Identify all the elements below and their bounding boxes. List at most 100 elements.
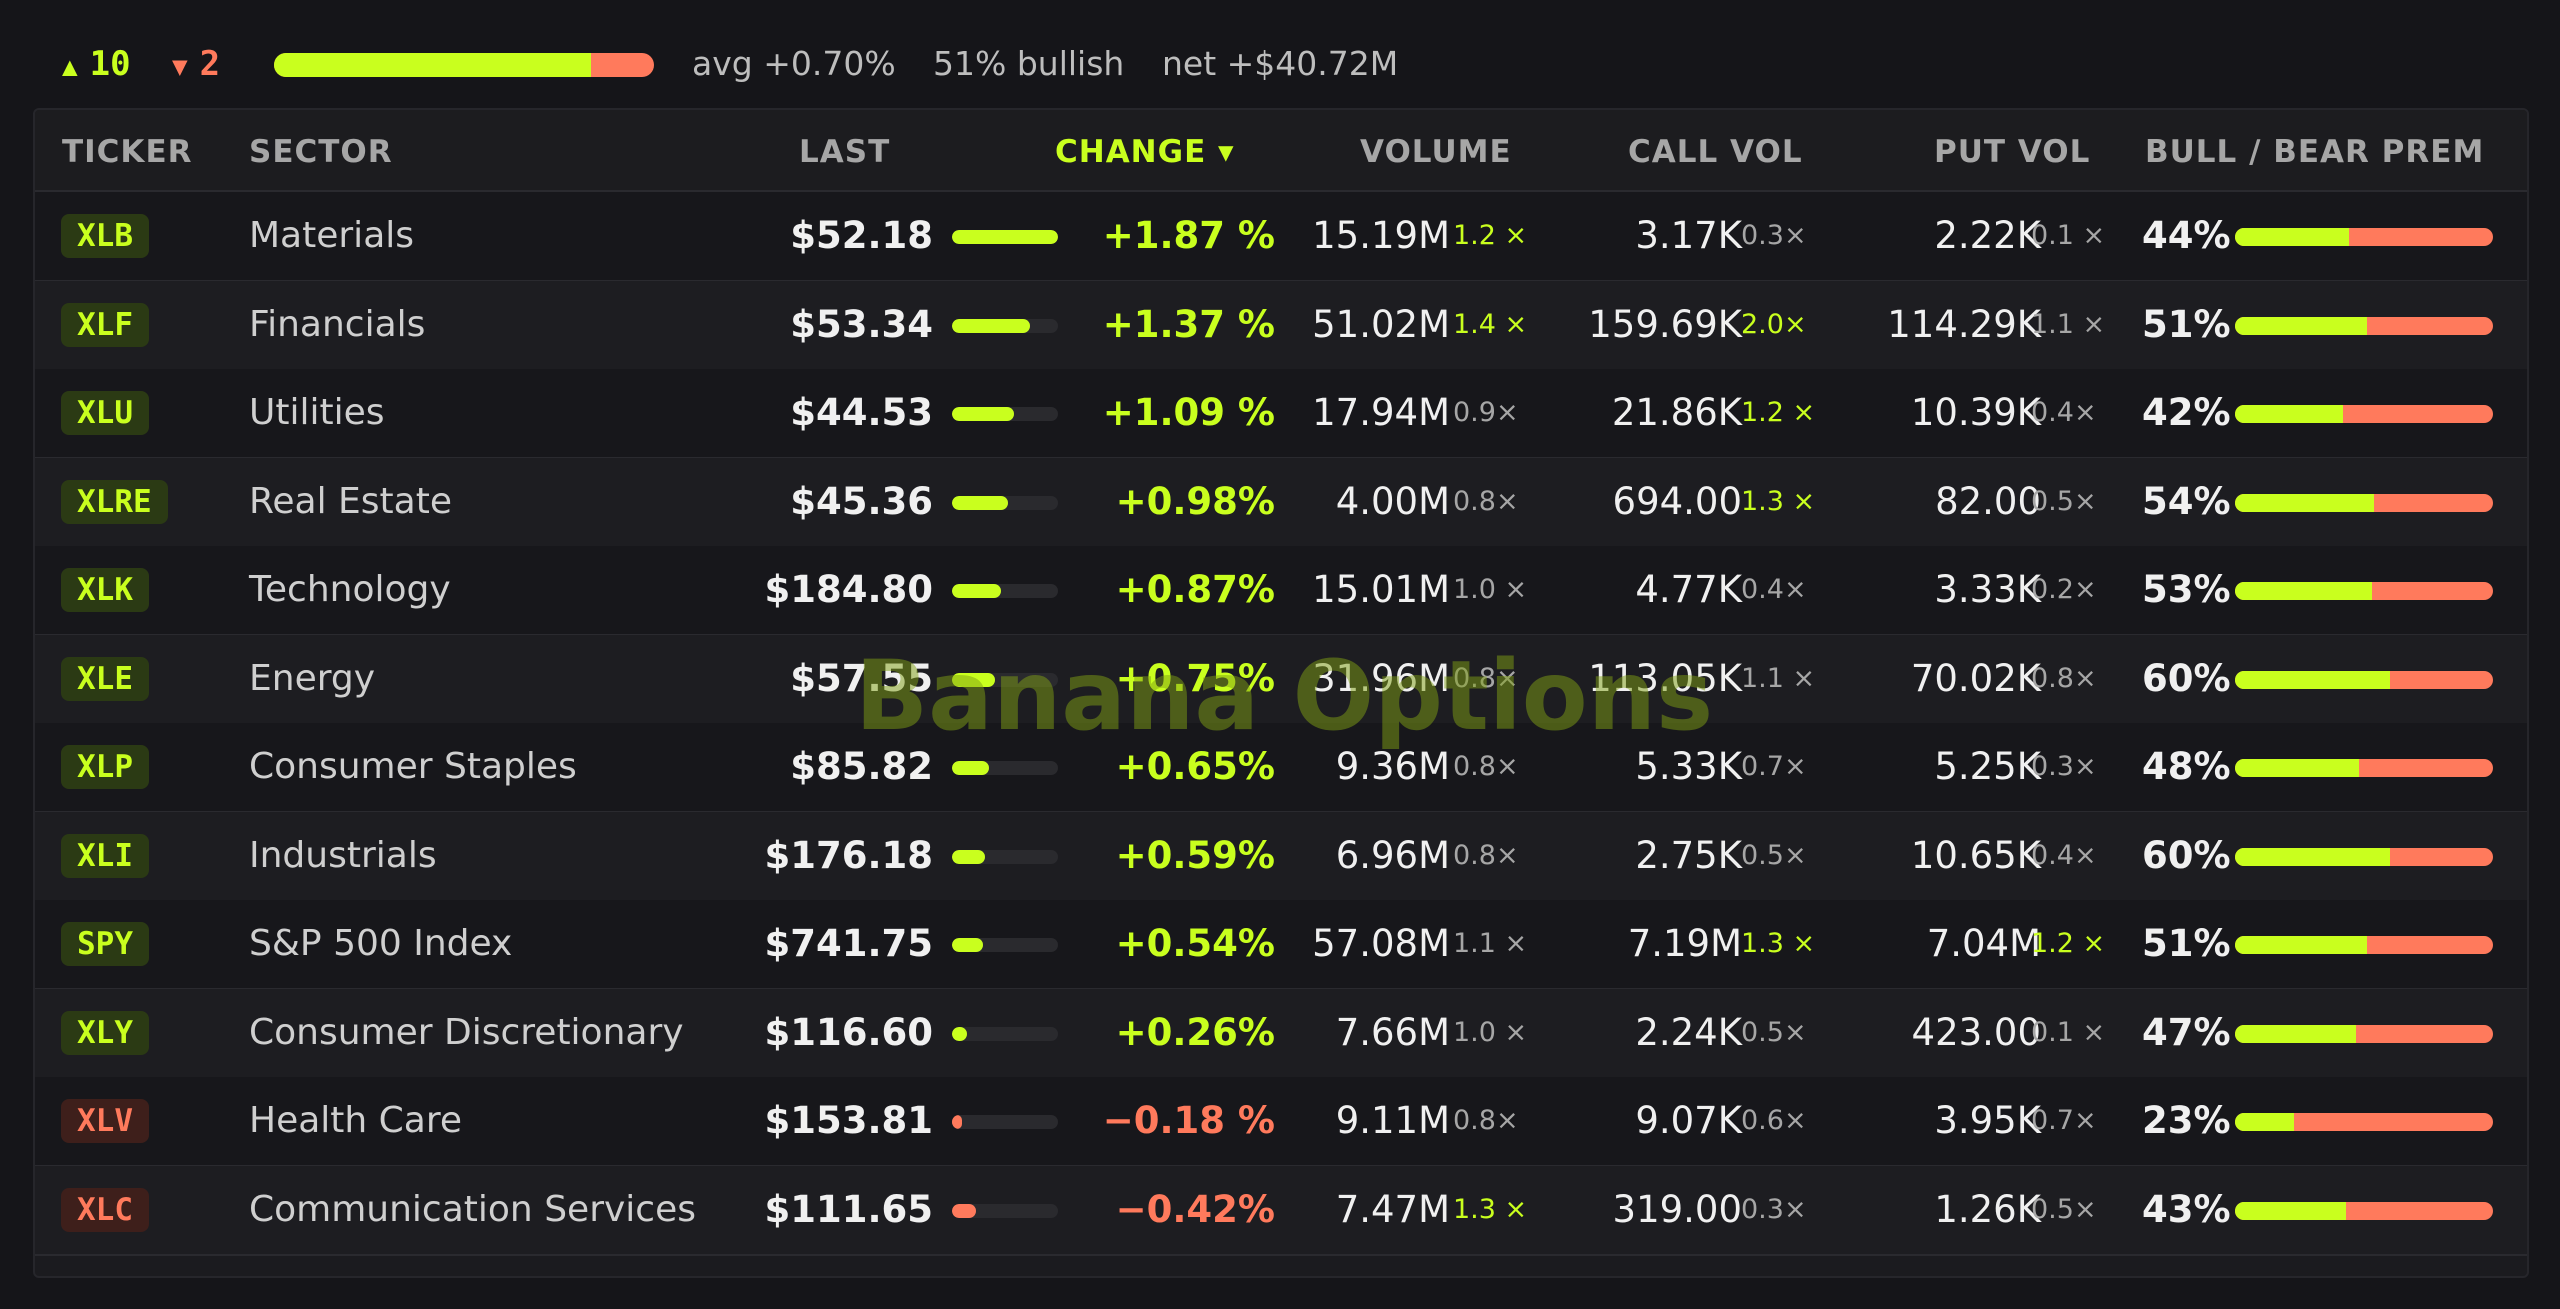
call-volume-value: 3.17K xyxy=(1635,214,1742,257)
volume-value: 57.08M xyxy=(1312,922,1450,965)
last-price: $176.18 xyxy=(764,833,933,877)
table-row[interactable]: XLF Financials $53.34 +1.37 % 51.02M 1.4 × 159… xyxy=(35,280,2527,371)
change-bar-fill xyxy=(952,761,989,775)
table-row[interactable]: XLU Utilities $44.53 +1.09 % 17.94M 0.9× 21.86… xyxy=(35,369,2527,459)
volume-multiplier: 0.8× xyxy=(1453,839,1519,871)
volume-multiplier: 1.0 × xyxy=(1453,574,1528,605)
bullish-percent: 51% bullish xyxy=(933,44,1125,83)
call-volume-value: 9.07K xyxy=(1635,1099,1742,1142)
ticker-badge[interactable]: XLF xyxy=(61,302,149,347)
table-row[interactable]: XLK Technology $184.80 +0.87% 15.01M 1.0 × 4.7… xyxy=(35,546,2527,636)
ticker-badge[interactable]: XLB xyxy=(61,214,149,258)
ticker-badge[interactable]: XLP xyxy=(61,745,149,789)
volume-value: 51.02M xyxy=(1312,302,1450,346)
ticker-badge[interactable]: XLC xyxy=(61,1187,149,1232)
bull-bar-fill xyxy=(2235,493,2375,512)
bull-premium-percent: 47% xyxy=(2142,1010,2231,1054)
column-put-vol[interactable]: PUT VOL xyxy=(1934,134,2091,170)
bull-bear-bar xyxy=(2235,936,2493,954)
change-bar-fill xyxy=(952,849,986,864)
net-premium: net +$40.72M xyxy=(1162,44,1399,83)
ticker-badge[interactable]: XLV xyxy=(61,1099,149,1143)
call-volume-multiplier: 0.4× xyxy=(1741,574,1807,605)
ticker-badge[interactable]: XLK xyxy=(61,568,149,612)
ticker-badge[interactable]: SPY xyxy=(61,922,149,966)
column-ticker[interactable]: TICKER xyxy=(62,134,193,170)
bull-bear-bar xyxy=(2235,1113,2493,1131)
table-row[interactable]: SPY S&P 500 Index $741.75 +0.54% 57.08M 1.1 ×… xyxy=(35,900,2527,990)
column-sector[interactable]: SECTOR xyxy=(249,134,393,170)
change-bar-fill xyxy=(952,1026,967,1041)
put-volume-value: 70.02K xyxy=(1910,656,2041,700)
sector-name: Health Care xyxy=(249,1100,463,1141)
triangle-down-icon: ▼ xyxy=(172,52,188,82)
put-volume-multiplier: 0.4× xyxy=(2031,839,2097,871)
bull-bar-fill xyxy=(2235,936,2367,954)
column-last[interactable]: LAST xyxy=(799,134,891,170)
ticker-badge[interactable]: XLE xyxy=(61,656,149,701)
bull-bar-fill xyxy=(2235,670,2390,689)
column-bull-bear-prem[interactable]: BULL / BEAR PREM xyxy=(2145,134,2485,170)
change-percent: +0.26% xyxy=(1115,1010,1275,1054)
call-volume-value: 4.77K xyxy=(1635,568,1742,611)
volume-value: 9.11M xyxy=(1335,1099,1450,1142)
put-volume-multiplier: 0.1 × xyxy=(2031,1016,2106,1048)
table-row[interactable]: XLC Communication Services $111.65 −0.42% 7.… xyxy=(35,1165,2527,1256)
table-row[interactable]: XLV Health Care $153.81 −0.18 % 9.11M 0.8× 9.0… xyxy=(35,1077,2527,1167)
table-row[interactable]: XLY Consumer Discretionary $116.60 +0.26% 7.… xyxy=(35,988,2527,1079)
table-row[interactable]: XLI Industrials $176.18 +0.59% 6.96M 0.8× 2.75… xyxy=(35,811,2527,902)
advancers-value: 10 xyxy=(89,44,131,84)
volume-multiplier: 1.4 × xyxy=(1453,308,1528,340)
change-percent: −0.42% xyxy=(1115,1187,1275,1231)
sector-name: Industrials xyxy=(249,834,437,876)
column-call-vol[interactable]: CALL VOL xyxy=(1628,134,1803,170)
bull-premium-percent: 48% xyxy=(2142,745,2231,788)
bull-premium-percent: 23% xyxy=(2142,1099,2231,1142)
bull-premium-percent: 53% xyxy=(2142,568,2231,611)
column-change-sorted[interactable]: CHANGE ▾ xyxy=(1055,134,1235,170)
table-row[interactable]: XLP Consumer Staples $85.82 +0.65% 9.36M 0.8×… xyxy=(35,723,2527,813)
call-volume-multiplier: 1.2 × xyxy=(1741,397,1816,428)
bull-premium-percent: 60% xyxy=(2142,833,2231,877)
change-bar-fill xyxy=(952,495,1008,510)
last-price: $111.65 xyxy=(764,1187,933,1231)
table-row[interactable]: XLB Materials $52.18 +1.87 % 15.19M 1.2 × 3.17… xyxy=(35,192,2527,282)
volume-value: 31.96M xyxy=(1312,656,1450,700)
change-bar-fill xyxy=(952,407,1014,421)
volume-multiplier: 0.8× xyxy=(1453,751,1519,782)
bull-bar-fill xyxy=(2235,847,2390,866)
sector-name: Real Estate xyxy=(249,480,452,522)
call-volume-multiplier: 0.3× xyxy=(1741,1193,1807,1225)
change-percent: +0.65% xyxy=(1115,745,1275,788)
last-price: $44.53 xyxy=(790,391,933,434)
column-volume[interactable]: VOLUME xyxy=(1360,134,1512,170)
last-price: $53.34 xyxy=(790,302,933,346)
bull-bear-bar xyxy=(2235,228,2493,246)
volume-value: 15.19M xyxy=(1312,214,1450,257)
bull-bar-fill xyxy=(2235,1201,2346,1220)
ticker-badge[interactable]: XLU xyxy=(61,391,149,435)
volume-value: 4.00M xyxy=(1335,479,1450,523)
ticker-badge[interactable]: XLI xyxy=(61,833,149,878)
bull-premium-percent: 44% xyxy=(2142,214,2231,257)
table-row[interactable]: XLRE Real Estate $45.36 +0.98% 4.00M 0.8× 694.… xyxy=(35,457,2527,548)
put-volume-multiplier: 1.1 × xyxy=(2031,308,2106,340)
call-volume-value: 2.24K xyxy=(1635,1010,1742,1054)
table-row[interactable]: XLE Energy $57.55 +0.75% 31.96M 0.8× 113.05K 1.… xyxy=(35,634,2527,725)
call-volume-value: 159.69K xyxy=(1588,302,1742,346)
bull-bear-bar xyxy=(2235,670,2493,689)
put-volume-value: 5.25K xyxy=(1934,745,2041,788)
change-bar-fill xyxy=(952,1203,976,1218)
put-volume-multiplier: 0.7× xyxy=(2031,1105,2097,1136)
change-bar xyxy=(952,938,1058,952)
volume-value: 7.47M xyxy=(1335,1187,1450,1231)
last-price: $153.81 xyxy=(764,1099,933,1142)
change-bar xyxy=(952,1115,1058,1129)
change-percent: +0.59% xyxy=(1115,833,1275,877)
change-percent: +0.75% xyxy=(1115,656,1275,700)
ticker-badge[interactable]: XLY xyxy=(61,1010,149,1055)
change-bar xyxy=(952,849,1058,864)
bull-premium-percent: 54% xyxy=(2142,479,2231,523)
ticker-badge[interactable]: XLRE xyxy=(61,479,168,524)
bull-bar-fill xyxy=(2235,228,2349,246)
